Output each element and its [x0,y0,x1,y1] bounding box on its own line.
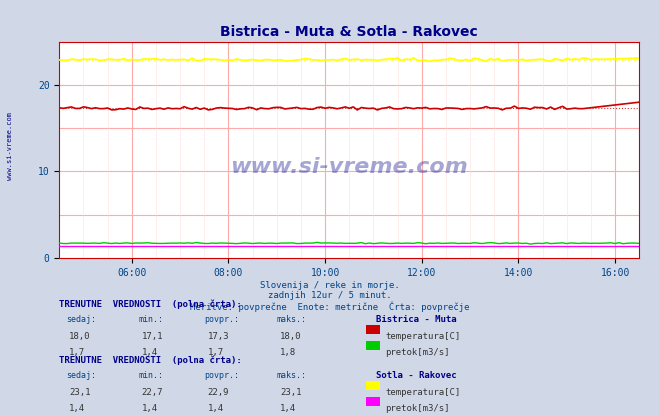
Text: pretok[m3/s]: pretok[m3/s] [386,348,450,357]
Text: Sotla - Rakovec: Sotla - Rakovec [376,371,456,381]
Text: min.:: min.: [138,315,163,324]
Text: 1,4: 1,4 [142,404,158,413]
Text: TRENUTNE  VREDNOSTI  (polna črta):: TRENUTNE VREDNOSTI (polna črta): [59,300,242,309]
Text: maks.:: maks.: [277,315,307,324]
Text: 1,7: 1,7 [208,348,223,357]
Text: temperatura[C]: temperatura[C] [386,388,461,397]
Text: 1,8: 1,8 [280,348,296,357]
Text: TRENUTNE  VREDNOSTI  (polna črta):: TRENUTNE VREDNOSTI (polna črta): [59,356,242,365]
Text: 23,1: 23,1 [69,388,91,397]
Text: Bistrica - Muta: Bistrica - Muta [376,315,456,324]
Text: sedaj:: sedaj: [66,315,96,324]
Text: 1,4: 1,4 [69,404,85,413]
Title: Bistrica - Muta & Sotla - Rakovec: Bistrica - Muta & Sotla - Rakovec [220,25,478,39]
Text: 1,4: 1,4 [142,348,158,357]
Text: Slovenija / reke in morje.
zadnjih 12ur / 5 minut.
Meritve: povprečne  Enote: me: Slovenija / reke in morje. zadnjih 12ur … [190,281,469,312]
Text: 1,4: 1,4 [208,404,223,413]
Text: min.:: min.: [138,371,163,381]
Text: temperatura[C]: temperatura[C] [386,332,461,341]
Text: www.si-vreme.com: www.si-vreme.com [7,111,13,180]
Text: 17,3: 17,3 [208,332,229,341]
Text: 1,4: 1,4 [280,404,296,413]
Text: sedaj:: sedaj: [66,371,96,381]
Text: 1,7: 1,7 [69,348,85,357]
Text: povpr.:: povpr.: [204,371,239,381]
Text: www.si-vreme.com: www.si-vreme.com [231,157,468,177]
Text: maks.:: maks.: [277,371,307,381]
Text: 18,0: 18,0 [280,332,302,341]
Text: 17,1: 17,1 [142,332,163,341]
Text: 18,0: 18,0 [69,332,91,341]
Text: 23,1: 23,1 [280,388,302,397]
Text: povpr.:: povpr.: [204,315,239,324]
Text: 22,9: 22,9 [208,388,229,397]
Text: 22,7: 22,7 [142,388,163,397]
Text: pretok[m3/s]: pretok[m3/s] [386,404,450,413]
